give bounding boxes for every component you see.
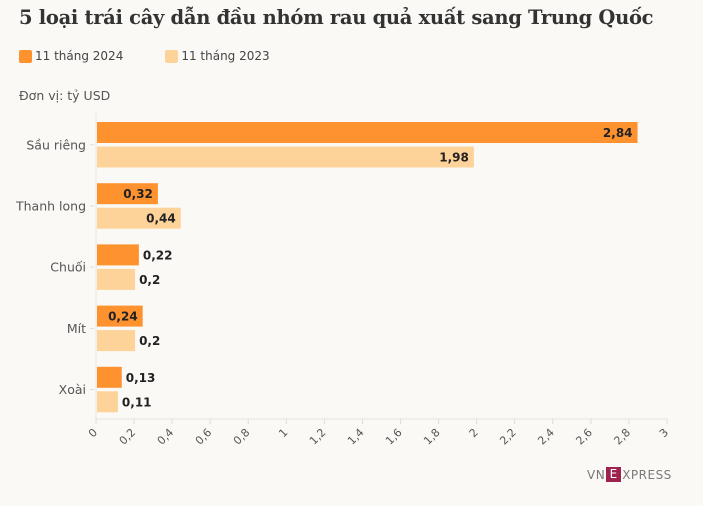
category-label: Mít [67,321,86,336]
data-label: 0,44 [146,212,176,226]
x-tick-label: 0,4 [155,426,177,448]
legend-swatch-2024 [19,49,32,63]
unit-label: Đơn vị: tỷ USD [19,88,111,103]
data-label: 0,11 [122,395,152,409]
x-tick-label: 2,8 [611,426,633,448]
legend-label-2023: 11 tháng 2023 [181,49,270,63]
data-label: 0,13 [126,371,156,385]
x-tick-label: 2 [467,426,481,440]
data-label: 0,32 [123,187,153,201]
legend-item-2024: 11 tháng 2024 [19,49,123,63]
bar-2023 [97,207,181,229]
bar-2023 [97,391,118,413]
x-tick-label: 3 [657,426,671,440]
x-tick-label: 1,6 [383,426,405,448]
x-tick-label: 2,4 [535,426,557,448]
bar-2024 [97,305,143,327]
bar-2023 [97,146,474,168]
x-tick-label: 0 [86,426,100,440]
x-tick-label: 2,2 [497,426,519,448]
legend-item-2023: 11 tháng 2023 [165,49,270,63]
chart-title: 5 loại trái cây dẫn đầu nhóm rau quả xuấ… [19,6,654,29]
data-label: 0,24 [108,310,138,324]
x-tick-label: 1,8 [421,426,443,448]
category-label: Thanh long [15,198,86,213]
x-tick-label: 1 [276,426,290,440]
category-label: Chuối [50,260,86,275]
bar-2024 [97,183,158,205]
data-label: 0,22 [143,248,173,262]
bar-2023 [97,268,136,290]
data-label: 2,84 [603,126,633,140]
category-label: Xoài [59,382,86,397]
legend-label-2024: 11 tháng 2024 [35,49,124,63]
x-tick-label: 2,6 [573,426,595,448]
vnexpress-logo: VN E XPRESS [587,467,672,482]
x-tick-label: 1,2 [307,426,329,448]
data-label: 1,98 [439,151,469,165]
legend: 11 tháng 2024 11 tháng 2023 [19,49,312,63]
data-label: 0,2 [139,273,160,287]
legend-swatch-2023 [165,49,179,63]
category-label: Sầu riêng [26,137,86,152]
x-tick-label: 0,6 [193,426,215,448]
x-tick-label: 0,8 [231,426,253,448]
bar-2024 [97,244,139,266]
bar-2024 [97,366,122,388]
data-label: 0,2 [139,334,160,348]
bar-2024 [97,122,638,143]
bar-2023 [97,330,136,352]
x-tick-label: 1,4 [345,426,367,448]
x-tick-label: 0,2 [117,426,139,448]
